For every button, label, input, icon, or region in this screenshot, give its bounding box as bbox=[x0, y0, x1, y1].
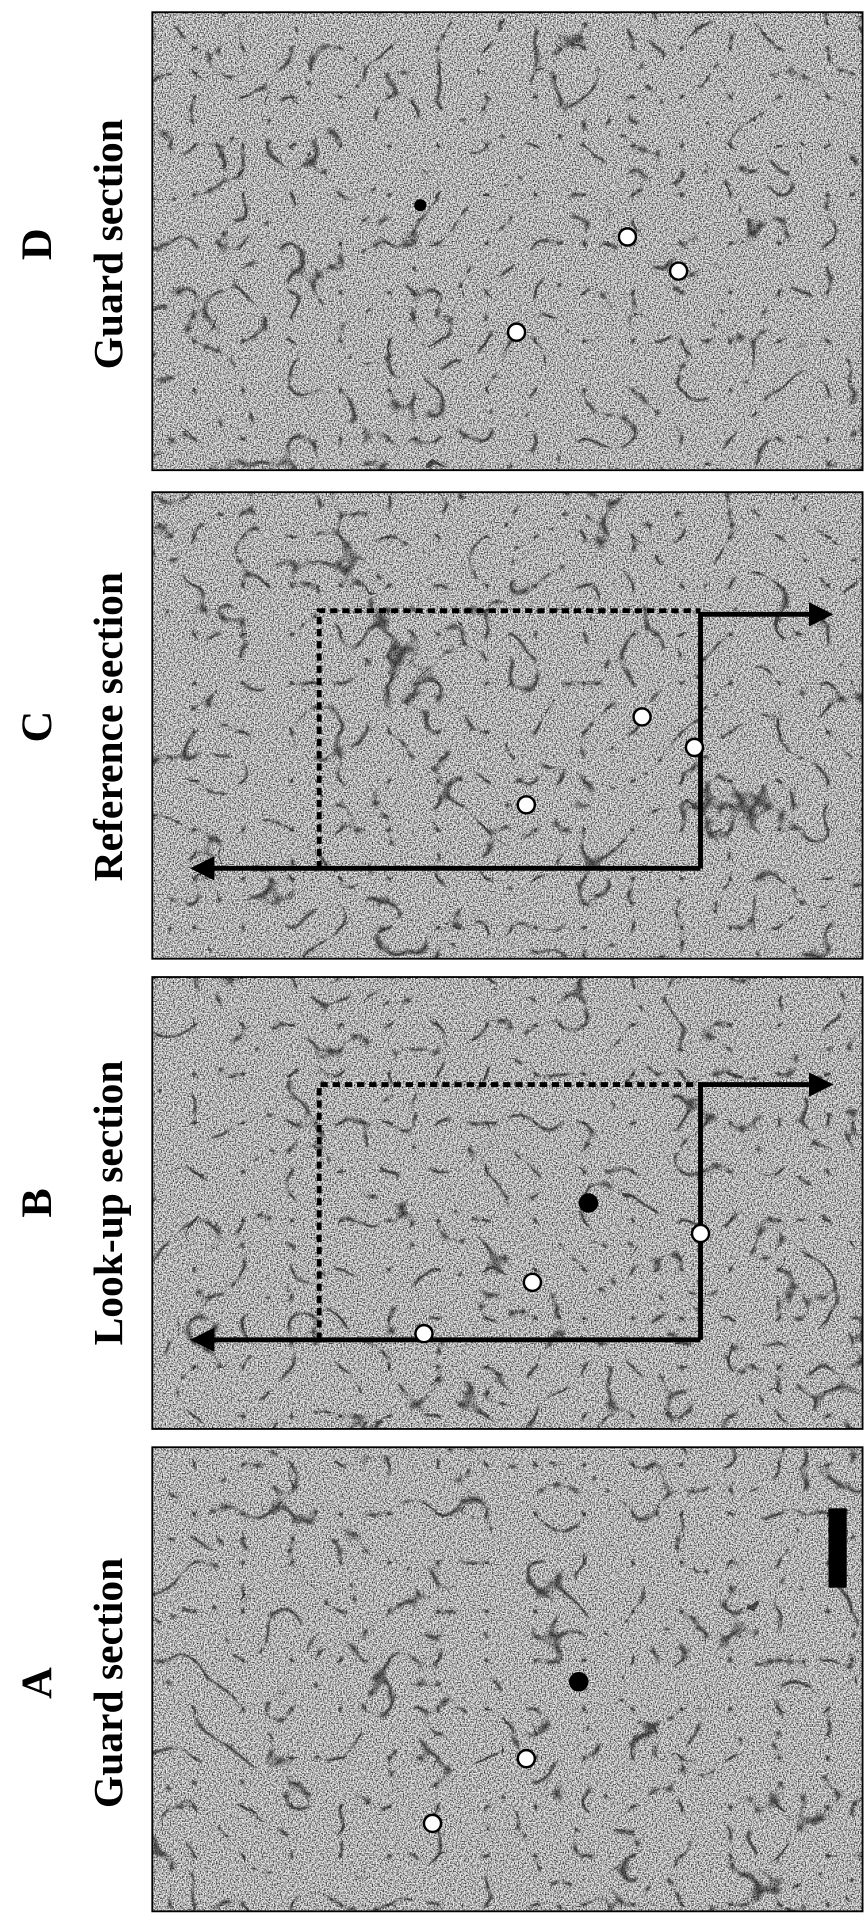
panel-caption: Look-up section bbox=[85, 1061, 131, 1346]
panel-caption: Reference section bbox=[85, 572, 131, 881]
figure: A Guard section B Look-up section C Refe… bbox=[0, 0, 865, 1915]
panel-b bbox=[152, 977, 862, 1429]
panel-letter: A bbox=[13, 1667, 61, 1699]
panel-d bbox=[152, 12, 862, 470]
panel-letter: C bbox=[13, 711, 61, 743]
panel-letter: D bbox=[13, 228, 61, 260]
panel-c bbox=[152, 492, 862, 959]
panel-a bbox=[152, 1447, 862, 1911]
micrographs bbox=[152, 12, 862, 1911]
panel-caption: Guard section bbox=[85, 119, 131, 369]
scale-bar bbox=[828, 1508, 846, 1587]
panel-caption: Guard section bbox=[85, 1558, 131, 1808]
panel-letter: B bbox=[13, 1188, 61, 1217]
page: A Guard section B Look-up section C Refe… bbox=[0, 0, 865, 1915]
